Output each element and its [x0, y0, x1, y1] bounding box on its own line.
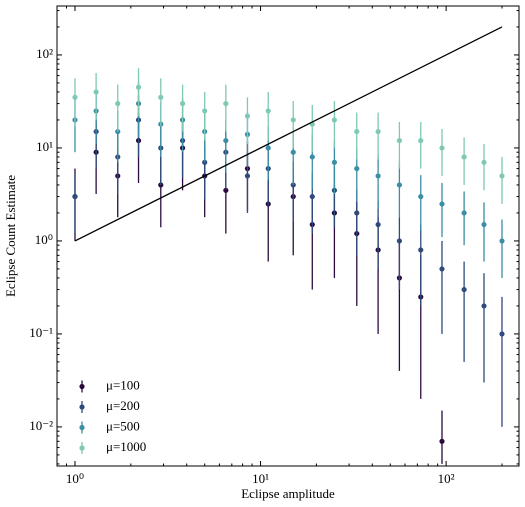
point: [499, 331, 505, 337]
point: [375, 173, 381, 179]
point: [265, 108, 271, 114]
point: [223, 100, 229, 107]
legend-marker: [79, 445, 85, 451]
point: [396, 238, 402, 244]
point: [481, 303, 487, 309]
point: [223, 137, 229, 144]
legend-marker: [79, 424, 85, 431]
point: [354, 165, 360, 172]
point: [461, 286, 467, 293]
point: [265, 145, 271, 151]
point: [223, 187, 229, 193]
y-tick-label: 10¹: [36, 139, 53, 154]
point: [331, 117, 338, 123]
point: [439, 201, 445, 207]
point: [135, 84, 142, 90]
point: [331, 159, 338, 165]
point: [93, 89, 99, 95]
point: [461, 210, 467, 216]
point: [354, 128, 360, 135]
point: [439, 145, 445, 151]
legend-marker: [79, 383, 85, 390]
legend-label: μ=200: [106, 398, 140, 413]
x-tick-label: 10⁰: [66, 471, 84, 486]
point: [354, 210, 360, 216]
point: [115, 100, 121, 107]
x-tick-label: 10²: [438, 471, 455, 486]
point: [244, 113, 251, 119]
point: [481, 159, 487, 165]
point: [439, 266, 445, 272]
point: [244, 173, 251, 179]
y-tick-label: 10⁻¹: [29, 325, 53, 340]
point: [202, 108, 208, 114]
point: [418, 247, 424, 253]
point: [158, 94, 164, 100]
point: [309, 154, 315, 160]
point: [290, 149, 296, 155]
y-axis-label: Eclipse Count Estimate: [3, 175, 18, 297]
point: [396, 182, 402, 188]
y-tick-label: 10⁻²: [29, 418, 53, 433]
point: [461, 154, 467, 160]
legend-label: μ=1000: [106, 439, 146, 454]
y-tick-label: 10⁰: [35, 232, 53, 247]
x-axis-label: Eclipse amplitude: [241, 486, 335, 501]
point: [72, 94, 78, 100]
point: [375, 128, 381, 135]
legend-marker: [79, 404, 85, 410]
point: [290, 117, 296, 123]
legend-label: μ=100: [106, 377, 140, 392]
x-tick-label: 10¹: [252, 471, 269, 486]
plot-area: [72, 26, 505, 464]
point: [72, 193, 78, 200]
point: [179, 100, 186, 107]
point: [499, 238, 505, 244]
point: [418, 137, 424, 144]
y-tick-label: 10²: [36, 46, 53, 61]
reference-line: [74, 26, 503, 242]
legend-label: μ=500: [106, 418, 140, 433]
point: [309, 193, 315, 200]
point: [439, 438, 445, 444]
plot-frame: [56, 5, 520, 467]
point: [499, 173, 505, 179]
point: [481, 221, 487, 228]
point: [418, 193, 424, 200]
point: [375, 221, 381, 228]
point: [396, 137, 402, 144]
